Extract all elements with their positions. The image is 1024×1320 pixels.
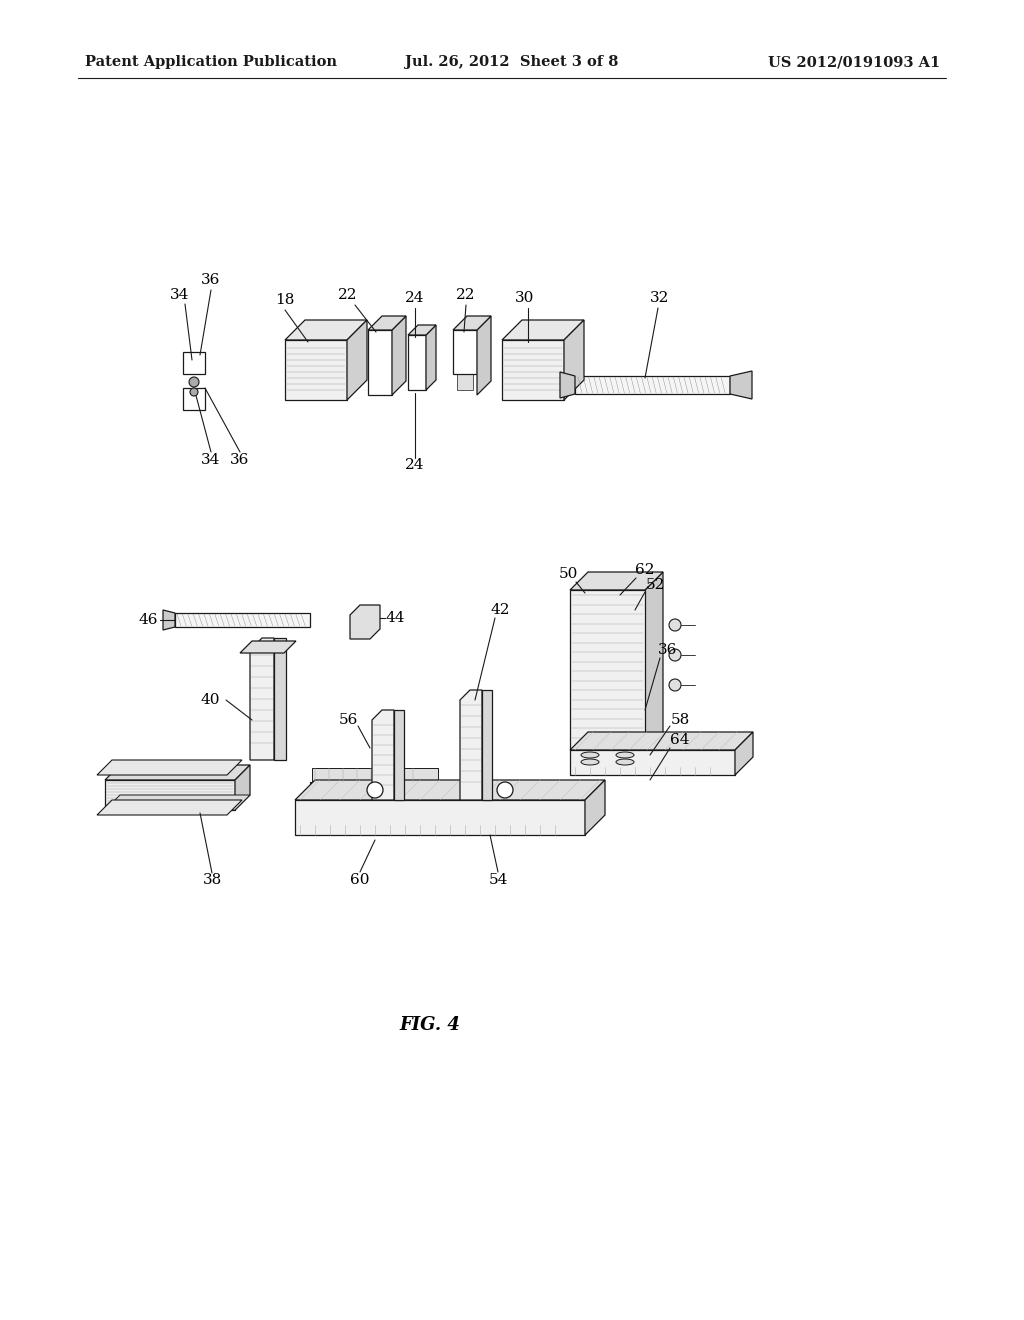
Text: 34: 34	[170, 288, 189, 302]
Text: 54: 54	[488, 873, 508, 887]
Polygon shape	[105, 766, 250, 780]
Polygon shape	[250, 638, 274, 760]
Polygon shape	[105, 780, 234, 810]
Bar	[175, 612, 310, 627]
Polygon shape	[408, 335, 426, 389]
Polygon shape	[482, 690, 492, 800]
Text: Patent Application Publication: Patent Application Publication	[85, 55, 337, 69]
Polygon shape	[408, 325, 436, 335]
Text: 44: 44	[385, 611, 404, 624]
Polygon shape	[477, 315, 490, 395]
Circle shape	[497, 781, 513, 799]
Polygon shape	[368, 330, 392, 395]
Bar	[575, 376, 730, 393]
Text: 50: 50	[558, 568, 578, 581]
Bar	[183, 352, 205, 374]
Text: 36: 36	[658, 643, 678, 657]
Polygon shape	[570, 733, 753, 750]
Polygon shape	[730, 371, 752, 399]
Polygon shape	[453, 330, 477, 374]
Text: 56: 56	[338, 713, 357, 727]
Text: 40: 40	[201, 693, 220, 708]
Text: 24: 24	[406, 458, 425, 473]
Polygon shape	[285, 319, 367, 341]
Polygon shape	[392, 315, 406, 395]
Bar	[372, 335, 388, 389]
Polygon shape	[350, 605, 380, 639]
Text: 60: 60	[350, 873, 370, 887]
Circle shape	[367, 781, 383, 799]
Polygon shape	[295, 780, 605, 800]
Text: 36: 36	[230, 453, 250, 467]
Text: 36: 36	[202, 273, 221, 286]
Circle shape	[669, 619, 681, 631]
Polygon shape	[735, 733, 753, 775]
Polygon shape	[295, 800, 585, 836]
Text: 62: 62	[635, 564, 654, 577]
Polygon shape	[234, 766, 250, 810]
Polygon shape	[285, 341, 347, 400]
Polygon shape	[274, 638, 286, 760]
Ellipse shape	[616, 759, 634, 766]
Text: FIG. 4: FIG. 4	[399, 1016, 461, 1034]
Polygon shape	[564, 319, 584, 400]
Polygon shape	[97, 760, 242, 775]
Polygon shape	[105, 795, 250, 810]
Text: 22: 22	[457, 288, 476, 302]
Circle shape	[190, 388, 198, 396]
Polygon shape	[570, 590, 645, 750]
Text: 46: 46	[138, 612, 158, 627]
Polygon shape	[570, 572, 663, 590]
Bar	[312, 768, 438, 781]
Circle shape	[669, 649, 681, 661]
Text: 18: 18	[275, 293, 295, 308]
Polygon shape	[460, 690, 482, 800]
Text: 42: 42	[490, 603, 510, 616]
Polygon shape	[372, 710, 394, 800]
Text: 34: 34	[202, 453, 221, 467]
Ellipse shape	[616, 752, 634, 758]
Text: 52: 52	[645, 578, 665, 591]
Bar	[310, 781, 440, 800]
Text: 30: 30	[515, 290, 535, 305]
Polygon shape	[502, 341, 564, 400]
Polygon shape	[163, 610, 175, 630]
Ellipse shape	[581, 752, 599, 758]
Polygon shape	[426, 325, 436, 389]
Polygon shape	[645, 572, 663, 750]
Polygon shape	[394, 710, 404, 800]
Circle shape	[669, 678, 681, 690]
Text: 32: 32	[650, 290, 670, 305]
Text: Jul. 26, 2012  Sheet 3 of 8: Jul. 26, 2012 Sheet 3 of 8	[406, 55, 618, 69]
Polygon shape	[97, 800, 242, 814]
Text: 64: 64	[671, 733, 690, 747]
Circle shape	[189, 378, 199, 387]
Ellipse shape	[581, 759, 599, 766]
Text: 22: 22	[338, 288, 357, 302]
Text: 24: 24	[406, 290, 425, 305]
Bar	[457, 335, 473, 389]
Polygon shape	[570, 750, 735, 775]
Text: 38: 38	[203, 873, 221, 887]
Polygon shape	[240, 642, 296, 653]
Polygon shape	[560, 372, 575, 399]
Polygon shape	[368, 315, 406, 330]
Polygon shape	[502, 319, 584, 341]
Polygon shape	[585, 780, 605, 836]
Polygon shape	[347, 319, 367, 400]
Text: 58: 58	[671, 713, 689, 727]
Polygon shape	[453, 315, 490, 330]
Text: US 2012/0191093 A1: US 2012/0191093 A1	[768, 55, 940, 69]
Bar	[183, 388, 205, 411]
